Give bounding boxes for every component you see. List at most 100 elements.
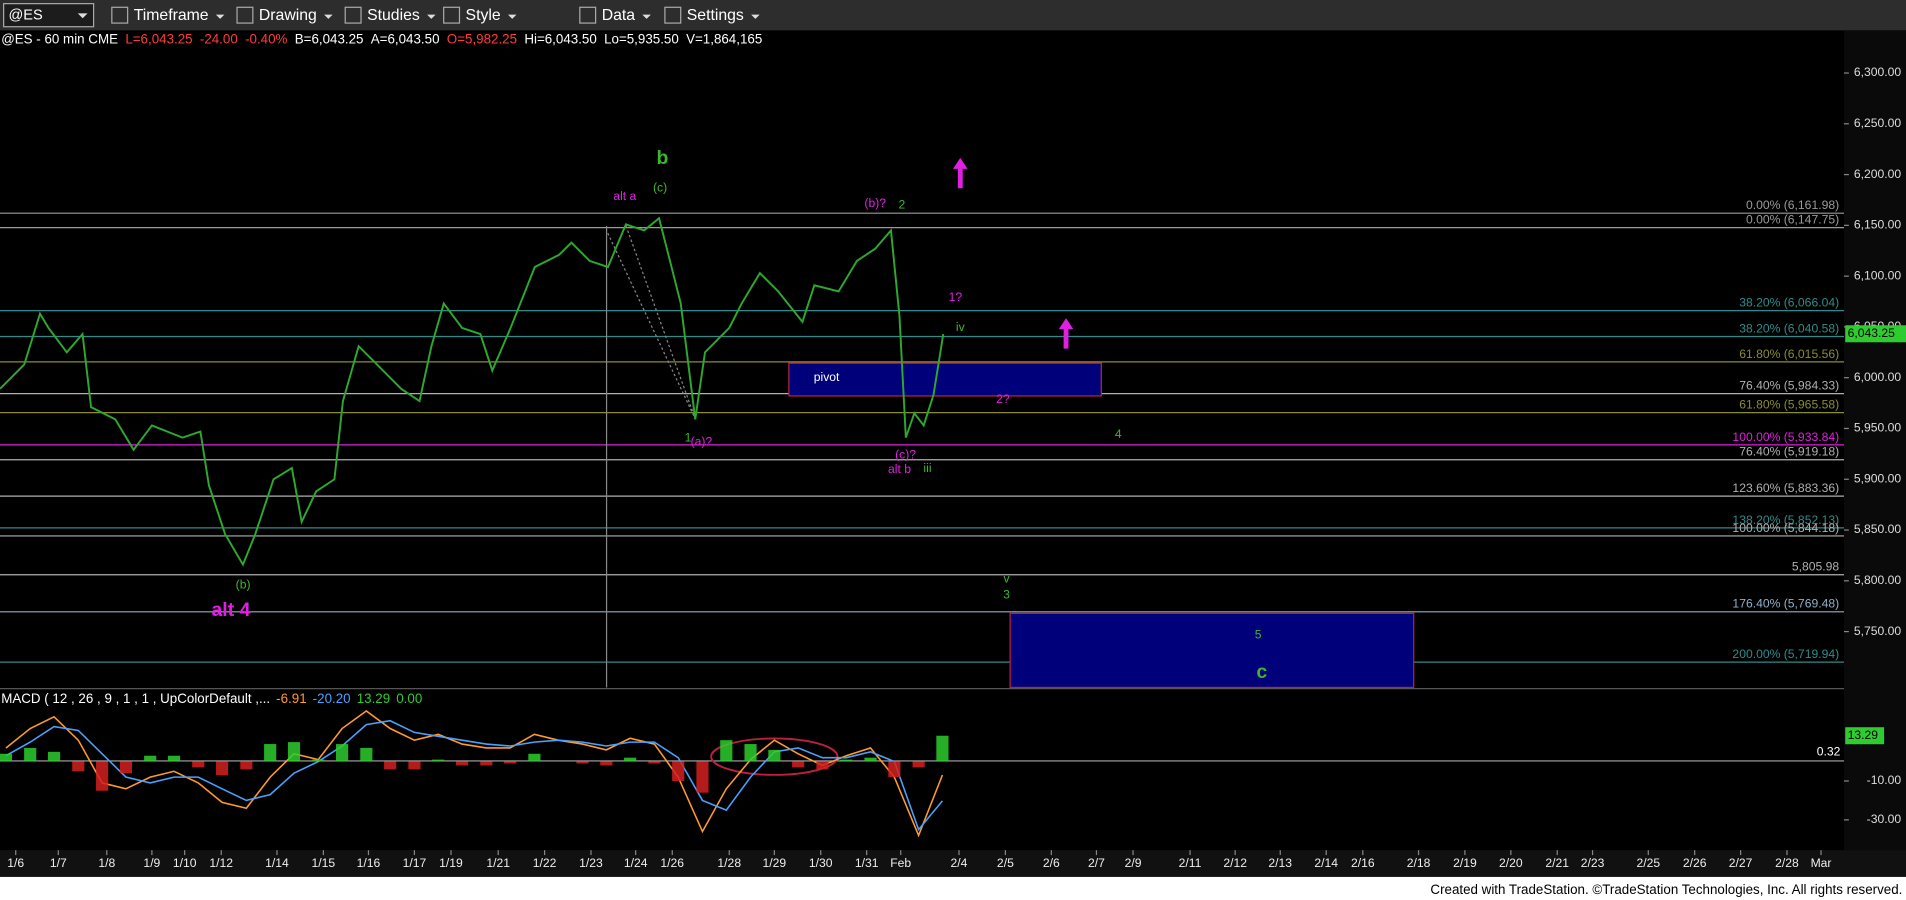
x-tick-label: 2/18: [1407, 856, 1431, 870]
x-tick-label: 1/19: [439, 856, 463, 870]
histogram-bar: [648, 761, 661, 764]
x-tick-label: 2/26: [1683, 856, 1707, 870]
x-tick-label: 2/12: [1223, 856, 1247, 870]
histogram-bar: [216, 761, 229, 776]
symbol-box[interactable]: [3, 3, 95, 28]
symbol[interactable]: @ES: [9, 8, 44, 24]
x-tick-label: 2/20: [1499, 856, 1523, 870]
menu-icon[interactable]: [443, 6, 461, 24]
dropdown-arrow[interactable]: [642, 14, 651, 19]
x-tick-label: 1/14: [265, 856, 289, 870]
histogram-bar: [480, 761, 493, 766]
level-label: 200.00% (5,719.94): [1732, 647, 1839, 661]
wave-label: 1?: [949, 290, 963, 304]
x-tick-label: 1/9: [143, 856, 160, 870]
wave-label: (b)?: [864, 196, 886, 210]
menu-item[interactable]: Timeframe: [134, 7, 209, 24]
histogram-bar: [936, 735, 949, 762]
histogram-bar: [24, 747, 37, 762]
wave-label: alt a: [613, 189, 636, 203]
x-tick-label: 2/7: [1088, 856, 1105, 870]
header-item: Hi=6,043.50: [524, 32, 596, 47]
x-tick-label: 1/15: [312, 856, 336, 870]
dropdown-arrow[interactable]: [751, 14, 760, 19]
header-item: L=6,043.25: [125, 32, 192, 47]
x-tick-label: 1/17: [403, 856, 427, 870]
y-tick-label: 6,000.00: [1854, 370, 1902, 384]
reference-label: 0.32: [1817, 745, 1841, 759]
toolbar: [0, 0, 1906, 31]
menu-item[interactable]: Studies: [367, 7, 420, 24]
x-tick-label: 1/10: [173, 856, 197, 870]
histogram-bar: [47, 751, 61, 762]
header-item: -24.00: [200, 32, 238, 47]
x-tick-label: 2/27: [1729, 856, 1753, 870]
dropdown-arrow[interactable]: [507, 14, 517, 19]
dropdown-arrow[interactable]: [77, 13, 88, 19]
y-tick-label: 6,150.00: [1854, 218, 1902, 232]
level-label: 138.20% (5,852.13): [1732, 513, 1839, 527]
y-tick-label: 6,300.00: [1854, 65, 1902, 79]
dropdown-arrow[interactable]: [427, 14, 436, 19]
value-box: [1845, 727, 1885, 745]
x-tick-label: 2/14: [1314, 856, 1338, 870]
y-tick-label: 5,850.00: [1854, 522, 1902, 536]
y-tick-label: 5,900.00: [1854, 471, 1902, 485]
level-label: 38.20% (6,066.04): [1739, 296, 1839, 310]
dropdown-arrow[interactable]: [215, 14, 225, 19]
wave-label: 1: [685, 431, 692, 445]
histogram-bar: [576, 761, 589, 764]
menu-item[interactable]: Style: [466, 7, 501, 24]
y-tick-label: 5,950.00: [1854, 421, 1902, 435]
histogram-bar: [864, 757, 877, 762]
x-tick-label: 1/31: [855, 856, 879, 870]
wave-label: iv: [956, 320, 966, 334]
level-label: 123.60% (5,883.36): [1732, 481, 1839, 495]
histogram-bar: [287, 742, 301, 762]
x-tick-label: 1/30: [809, 856, 833, 870]
histogram-bar: [455, 761, 469, 766]
x-tick-label: Mar: [1811, 856, 1832, 870]
wave-label: 5: [1255, 627, 1262, 641]
wave-label: (c): [653, 180, 667, 194]
histogram-bar: [360, 747, 373, 762]
histogram-bar: [119, 761, 133, 774]
y-tick-label: 5,800.00: [1854, 573, 1902, 587]
header-item: V=1,864,165: [686, 32, 762, 47]
trend-line: [607, 232, 696, 420]
menu-item[interactable]: Data: [602, 7, 636, 24]
menu-icon[interactable]: [664, 6, 682, 24]
menu-icon[interactable]: [111, 6, 129, 24]
histogram-bar: [624, 757, 637, 762]
level-label: 176.40% (5,769.48): [1732, 597, 1839, 611]
trend-line: [625, 225, 696, 420]
value-label: 13.29: [1848, 728, 1879, 742]
x-tick-label: 2/4: [951, 856, 968, 870]
last-price-label: 6,043.25: [1848, 326, 1896, 340]
histogram-bar: [192, 761, 205, 768]
wave-label: pivot: [814, 370, 840, 384]
wave-label: 4: [1115, 427, 1122, 441]
x-tick-label: 2/9: [1125, 856, 1142, 870]
menu-icon[interactable]: [579, 6, 597, 24]
x-tick-label: 1/24: [624, 856, 648, 870]
level-label: 5,805.98: [1792, 560, 1840, 574]
dropdown-arrow[interactable]: [324, 14, 333, 19]
menu-icon[interactable]: [236, 6, 254, 24]
macd-line: [5, 719, 944, 832]
histogram-bar: [840, 759, 853, 762]
histogram-bar: [672, 761, 685, 781]
histogram-bar: [792, 761, 805, 768]
menu-item[interactable]: Drawing: [259, 7, 317, 24]
last-price-box: [1845, 325, 1906, 343]
level-label: 0.00% (6,147.75): [1746, 213, 1839, 227]
menu-icon[interactable]: [344, 6, 362, 24]
histogram-bar: [888, 761, 901, 778]
histogram-bar: [912, 761, 925, 768]
histogram-bar: [816, 761, 829, 770]
menu-item[interactable]: Settings: [687, 7, 744, 24]
x-tick-label: 2/6: [1043, 856, 1060, 870]
header-item: A=6,043.50: [371, 32, 440, 47]
x-tick-label: 2/13: [1268, 856, 1292, 870]
x-tick-label: 2/16: [1351, 856, 1375, 870]
